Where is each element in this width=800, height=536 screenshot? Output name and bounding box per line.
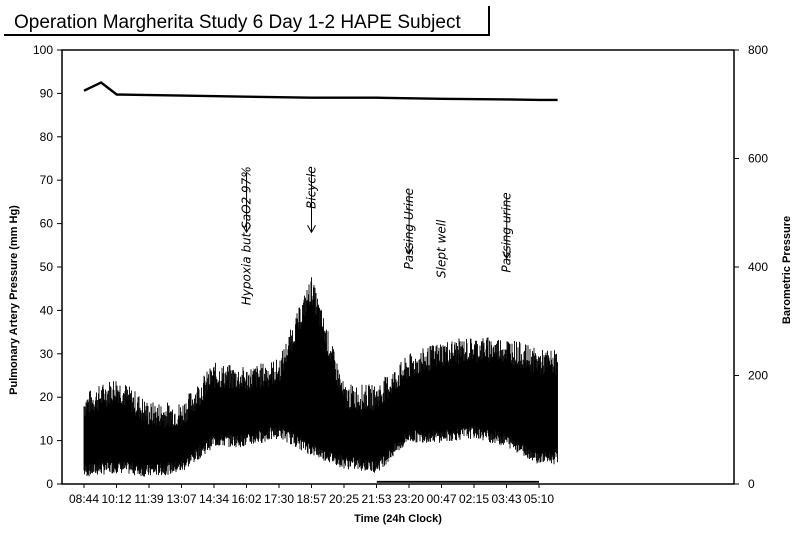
x-tick-label: 18:57: [296, 492, 326, 506]
y-axis-title: Pulmonary Artery Pressure (mm Hg): [8, 205, 20, 395]
y-tick-label: 30: [40, 347, 54, 361]
title-box: Operation Margherita Study 6 Day 1-2 HAP…: [4, 6, 490, 36]
y2-tick-label: 600: [748, 152, 768, 166]
x-tick-label: 14:34: [199, 492, 229, 506]
y-tick-label: 0: [46, 477, 53, 491]
annotation-label: Slept well: [434, 219, 448, 278]
y-tick-label: 40: [40, 303, 54, 317]
barometric-line: [83, 81, 558, 102]
y-tick-label: 60: [40, 217, 54, 231]
y-tick-label: 50: [40, 260, 54, 274]
x-tick-label: 08:44: [69, 492, 99, 506]
annotation-arrowhead: [242, 225, 251, 234]
y2-tick-label: 200: [748, 369, 768, 383]
x-tick-label: 00:47: [426, 492, 456, 506]
x-tick-label: 23:20: [394, 492, 424, 506]
x-tick-label: 17:30: [264, 492, 294, 506]
x-axis: 08:44 10:12 11:39 13:07 14:34 16:02 17:30 18:57…: [69, 484, 554, 506]
y-tick-label: 100: [33, 43, 53, 57]
y-axis-left: 0 10 20 30 40 50 60 70 80 90 100: [33, 43, 62, 491]
pap-series: [83, 277, 558, 477]
annotation-arrowhead: [404, 246, 414, 255]
barometric-series: [83, 81, 558, 102]
x-tick-label: 21:53: [361, 492, 391, 506]
annotation-label: Passing urine: [500, 192, 514, 272]
annotation-label: Hypoxia but SaO2 97%: [240, 166, 254, 305]
annotation-label: Bicycle: [305, 166, 319, 209]
x-axis-title: Time (24h Clock): [354, 513, 442, 525]
annotation-label: Passing Urine: [402, 188, 416, 270]
annotation-arrowhead: [502, 251, 512, 260]
x-tick-label: 16:02: [231, 492, 261, 506]
y-tick-label: 70: [40, 173, 54, 187]
y-axis-right: 0 200 400 600 800: [734, 43, 768, 491]
x-tick-label: 20:25: [329, 492, 359, 506]
chart-title: Operation Margherita Study 6 Day 1-2 HAP…: [14, 12, 461, 33]
x-tick-label: 10:12: [101, 492, 131, 506]
x-tick-label: 11:39: [134, 492, 163, 506]
annotation-arrowhead: [307, 225, 316, 234]
x-tick-label: 02:15: [459, 492, 489, 506]
y2-tick-label: 0: [748, 477, 755, 491]
y2-tick-label: 800: [748, 43, 768, 57]
x-tick-label: 03:43: [491, 492, 521, 506]
y-tick-label: 80: [40, 130, 54, 144]
pap-envelope: [83, 277, 558, 477]
y-tick-label: 10: [40, 434, 54, 448]
y-tick-label: 90: [40, 86, 54, 100]
y-tick-label: 20: [40, 390, 54, 404]
annotations: Hypoxia but SaO2 97% Bicycle Passing Urine…: [240, 166, 514, 305]
y2-tick-label: 400: [748, 260, 768, 274]
x-tick-label: 05:10: [524, 492, 554, 506]
y2-axis-title: Barometric Pressure: [781, 216, 793, 324]
x-tick-label: 13:07: [166, 492, 196, 506]
